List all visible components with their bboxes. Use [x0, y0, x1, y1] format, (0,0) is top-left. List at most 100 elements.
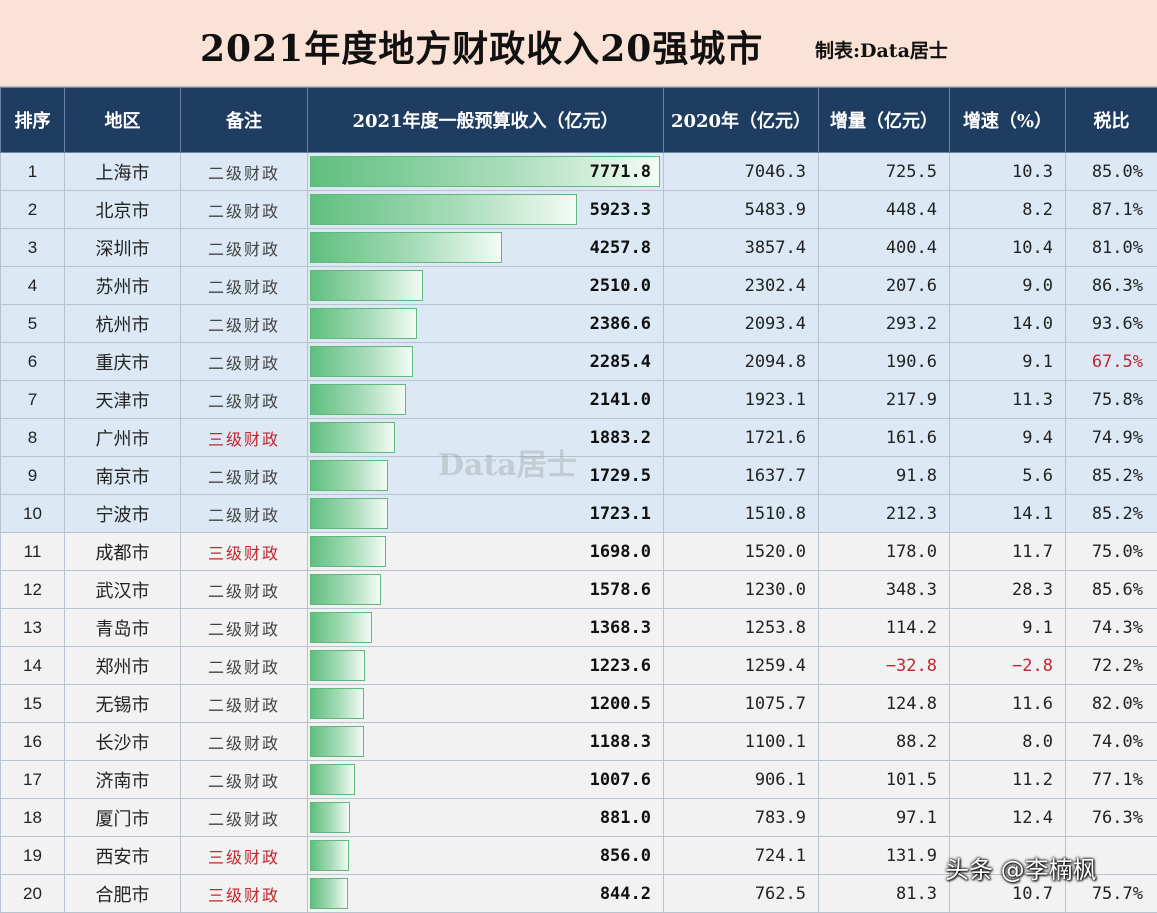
rank-cell: 10: [1, 495, 65, 533]
note-cell: 二级财政: [181, 229, 308, 267]
rank-cell: 6: [1, 343, 65, 381]
rank-cell: 18: [1, 799, 65, 837]
revenue-data-bar: [310, 498, 388, 529]
increase-cell: 448.4: [819, 191, 950, 229]
page-title: 2021年度地方财政收入20强城市: [200, 20, 763, 72]
growth-cell: 10.3: [950, 153, 1066, 191]
increase-cell: 131.9: [819, 837, 950, 875]
tax-ratio-cell: 87.1%: [1066, 191, 1157, 229]
revenue-2020-cell: 906.1: [664, 761, 819, 799]
revenue-data-bar: [310, 878, 348, 909]
header-growth[interactable]: 增速（%）: [950, 88, 1066, 153]
tax-ratio-cell: 81.0%: [1066, 229, 1157, 267]
rank-cell: 3: [1, 229, 65, 267]
revenue-2021-cell: 1007.6: [308, 761, 664, 799]
growth-cell: 9.1: [950, 609, 1066, 647]
revenue-data-bar: [310, 308, 417, 339]
revenue-2021-cell: 4257.8: [308, 229, 664, 267]
revenue-2020-cell: 1253.8: [664, 609, 819, 647]
rank-cell: 5: [1, 305, 65, 343]
city-cell: 厦门市: [65, 799, 181, 837]
growth-cell: 9.4: [950, 419, 1066, 457]
city-cell: 重庆市: [65, 343, 181, 381]
revenue-2021-value: 1698.0: [590, 533, 651, 570]
growth-cell: 12.4: [950, 799, 1066, 837]
tax-ratio-cell: 72.2%: [1066, 647, 1157, 685]
revenue-2021-value: 844.2: [600, 875, 651, 912]
revenue-2021-value: 7771.8: [590, 153, 651, 190]
tax-ratio-cell: 86.3%: [1066, 267, 1157, 305]
revenue-2020-cell: 2302.4: [664, 267, 819, 305]
revenue-2021-value: 2386.6: [590, 305, 651, 342]
revenue-2021-value: 4257.8: [590, 229, 651, 266]
header-increase[interactable]: 增量（亿元）: [819, 88, 950, 153]
increase-cell: 725.5: [819, 153, 950, 191]
revenue-2020-cell: 1100.1: [664, 723, 819, 761]
revenue-data-bar: [310, 840, 349, 871]
city-cell: 广州市: [65, 419, 181, 457]
growth-cell: 10.4: [950, 229, 1066, 267]
revenue-data-bar: [310, 726, 364, 757]
city-cell: 南京市: [65, 457, 181, 495]
header-rank[interactable]: 排序: [1, 88, 65, 153]
revenue-2021-cell: 844.2: [308, 875, 664, 913]
note-cell: 二级财政: [181, 305, 308, 343]
header-region[interactable]: 地区: [65, 88, 181, 153]
note-cell: 二级财政: [181, 153, 308, 191]
note-cell: 二级财政: [181, 343, 308, 381]
tax-ratio-cell: 74.3%: [1066, 609, 1157, 647]
revenue-data-bar: [310, 270, 423, 301]
header-revenue-2020[interactable]: 2020年（亿元）: [664, 88, 819, 153]
revenue-2020-cell: 1721.6: [664, 419, 819, 457]
rank-cell: 7: [1, 381, 65, 419]
revenue-2020-cell: 783.9: [664, 799, 819, 837]
city-cell: 北京市: [65, 191, 181, 229]
table-author: 制表:Data居士: [815, 36, 948, 63]
rank-cell: 2: [1, 191, 65, 229]
note-cell: 二级财政: [181, 381, 308, 419]
growth-cell: 8.0: [950, 723, 1066, 761]
growth-cell: 14.0: [950, 305, 1066, 343]
tax-ratio-cell: 82.0%: [1066, 685, 1157, 723]
revenue-2020-cell: 1510.8: [664, 495, 819, 533]
revenue-2021-cell: 2285.4: [308, 343, 664, 381]
revenue-2021-cell: 5923.3: [308, 191, 664, 229]
rank-cell: 17: [1, 761, 65, 799]
tax-ratio-cell: 74.0%: [1066, 723, 1157, 761]
revenue-2021-cell: 7771.8: [308, 153, 664, 191]
growth-cell: 11.3: [950, 381, 1066, 419]
revenue-data-bar: [310, 764, 355, 795]
revenue-2021-cell: 1723.1: [308, 495, 664, 533]
rank-cell: 16: [1, 723, 65, 761]
revenue-2020-cell: 1520.0: [664, 533, 819, 571]
rank-cell: 9: [1, 457, 65, 495]
revenue-2021-cell: 1188.3: [308, 723, 664, 761]
revenue-2021-cell: 2510.0: [308, 267, 664, 305]
city-cell: 西安市: [65, 837, 181, 875]
header-note[interactable]: 备注: [181, 88, 308, 153]
revenue-2020-cell: 1923.1: [664, 381, 819, 419]
note-cell: 二级财政: [181, 495, 308, 533]
note-cell: 二级财政: [181, 191, 308, 229]
growth-cell: 28.3: [950, 571, 1066, 609]
revenue-2020-cell: 762.5: [664, 875, 819, 913]
header-tax-ratio[interactable]: 税比: [1066, 88, 1157, 153]
revenue-data-bar: [310, 650, 365, 681]
increase-cell: 207.6: [819, 267, 950, 305]
rank-cell: 20: [1, 875, 65, 913]
revenue-data-bar: [310, 574, 381, 605]
header-revenue-2021[interactable]: 2021年度一般预算收入（亿元）: [308, 88, 664, 153]
revenue-2020-cell: 2093.4: [664, 305, 819, 343]
revenue-2021-value: 1200.5: [590, 685, 651, 722]
revenue-2021-value: 881.0: [600, 799, 651, 836]
rank-cell: 12: [1, 571, 65, 609]
